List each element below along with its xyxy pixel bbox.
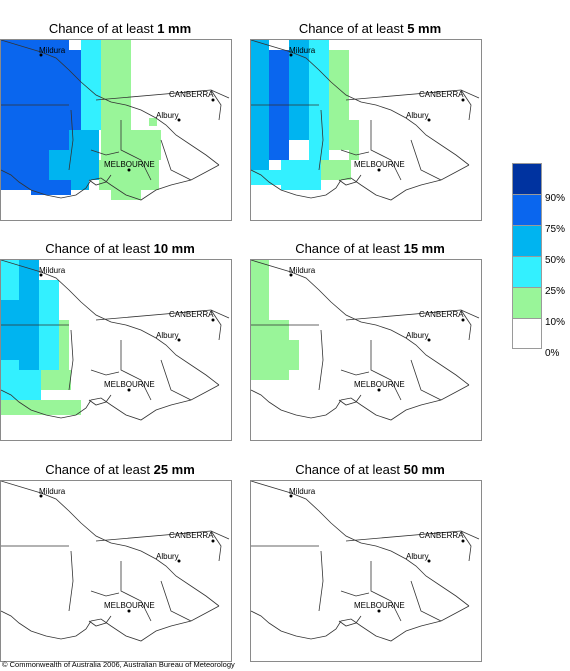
label-canberra: CANBERRA bbox=[419, 531, 464, 540]
prob-shading bbox=[1, 260, 81, 415]
title-amount: 50 mm bbox=[403, 462, 445, 477]
legend-swatch-25 bbox=[512, 256, 542, 287]
city-markers bbox=[289, 273, 465, 392]
panel-title-10mm: Chance of at least 10 mm bbox=[0, 241, 240, 256]
legend-swatch-0 bbox=[512, 318, 542, 349]
label-melbourne: MELBOURNE bbox=[104, 160, 155, 169]
prob-shading bbox=[251, 260, 299, 380]
label-mildura: Mildura bbox=[39, 487, 66, 496]
label-canberra: CANBERRA bbox=[169, 310, 214, 319]
label-albury: Albury bbox=[156, 552, 179, 561]
label-albury: Albury bbox=[156, 331, 179, 340]
label-mildura: Mildura bbox=[39, 266, 66, 275]
label-mildura: Mildura bbox=[289, 46, 316, 55]
label-melbourne: MELBOURNE bbox=[104, 601, 155, 610]
legend-label-90: 90% bbox=[545, 193, 566, 204]
legend-colorbar bbox=[512, 163, 542, 349]
map-5mm: Mildura CANBERRA Albury MELBOURNE bbox=[250, 39, 482, 221]
legend-swatch-90 bbox=[512, 163, 542, 194]
city-markers bbox=[39, 53, 215, 172]
panel-title-5mm: Chance of at least 5 mm bbox=[250, 21, 490, 36]
label-mildura: Mildura bbox=[289, 487, 316, 496]
city-markers bbox=[39, 494, 215, 613]
label-canberra: CANBERRA bbox=[169, 531, 214, 540]
map-25mm: Mildura CANBERRA Albury MELBOURNE bbox=[0, 480, 232, 662]
title-prefix: Chance of at least bbox=[295, 462, 404, 477]
label-canberra: CANBERRA bbox=[419, 310, 464, 319]
title-amount: 1 mm bbox=[157, 21, 192, 36]
map-1mm-svg: Mildura CANBERRA Albury MELBOURNE bbox=[1, 40, 230, 201]
label-mildura: Mildura bbox=[289, 266, 316, 275]
title-prefix: Chance of at least bbox=[45, 241, 154, 256]
title-amount: 5 mm bbox=[407, 21, 442, 36]
title-amount: 10 mm bbox=[153, 241, 195, 256]
legend-swatch-75 bbox=[512, 194, 542, 225]
map-15mm: Mildura CANBERRA Albury MELBOURNE bbox=[250, 259, 482, 441]
city-markers bbox=[289, 494, 465, 613]
map-10mm: Mildura CANBERRA Albury MELBOURNE bbox=[0, 259, 232, 441]
map-25mm-svg: Mildura CANBERRA Albury MELBOURNE bbox=[1, 481, 230, 642]
map-50mm-svg: Mildura CANBERRA Albury MELBOURNE bbox=[251, 481, 480, 642]
title-prefix: Chance of at least bbox=[298, 21, 408, 36]
legend-swatch-50 bbox=[512, 225, 542, 256]
panel-title-1mm: Chance of at least 1 mm bbox=[0, 21, 240, 36]
title-amount: 25 mm bbox=[153, 462, 195, 477]
label-canberra: CANBERRA bbox=[169, 90, 214, 99]
title-prefix: Chance of at least bbox=[45, 462, 154, 477]
map-outline bbox=[251, 40, 480, 201]
city-markers bbox=[39, 273, 215, 392]
label-melbourne: MELBOURNE bbox=[354, 160, 405, 169]
legend-label-25: 25% bbox=[545, 286, 566, 297]
map-outline bbox=[1, 260, 230, 421]
prob-shading bbox=[251, 40, 359, 190]
title-prefix: Chance of at least bbox=[48, 21, 158, 36]
legend-label-75: 75% bbox=[545, 224, 566, 235]
label-albury: Albury bbox=[156, 111, 179, 120]
label-canberra: CANBERRA bbox=[419, 90, 464, 99]
label-albury: Albury bbox=[406, 552, 429, 561]
panel-title-25mm: Chance of at least 25 mm bbox=[0, 462, 240, 477]
panel-title-50mm: Chance of at least 50 mm bbox=[250, 462, 490, 477]
legend-label-10: 10% bbox=[545, 317, 566, 328]
map-5mm-svg: Mildura CANBERRA Albury MELBOURNE bbox=[251, 40, 480, 201]
map-outline bbox=[1, 40, 230, 201]
city-markers bbox=[289, 53, 465, 172]
map-15mm-svg: Mildura CANBERRA Albury MELBOURNE bbox=[251, 260, 480, 421]
label-albury: Albury bbox=[406, 331, 429, 340]
prob-shading bbox=[1, 40, 161, 200]
label-albury: Albury bbox=[406, 111, 429, 120]
label-melbourne: MELBOURNE bbox=[354, 601, 405, 610]
legend-label-50: 50% bbox=[545, 255, 566, 266]
panel-title-15mm: Chance of at least 15 mm bbox=[250, 241, 490, 256]
map-outline bbox=[251, 260, 480, 421]
map-outline bbox=[251, 481, 480, 642]
label-melbourne: MELBOURNE bbox=[354, 380, 405, 389]
copyright-notice: © Commonwealth of Australia 2006, Austra… bbox=[2, 660, 235, 669]
map-10mm-svg: Mildura CANBERRA Albury MELBOURNE bbox=[1, 260, 230, 421]
map-1mm: Mildura CANBERRA Albury MELBOURNE bbox=[0, 39, 232, 221]
label-mildura: Mildura bbox=[39, 46, 66, 55]
legend-label-0: 0% bbox=[545, 348, 560, 359]
title-amount: 15 mm bbox=[403, 241, 445, 256]
label-melbourne: MELBOURNE bbox=[104, 380, 155, 389]
legend-swatch-10 bbox=[512, 287, 542, 318]
map-50mm: Mildura CANBERRA Albury MELBOURNE bbox=[250, 480, 482, 662]
map-outline bbox=[1, 481, 230, 642]
title-prefix: Chance of at least bbox=[295, 241, 404, 256]
